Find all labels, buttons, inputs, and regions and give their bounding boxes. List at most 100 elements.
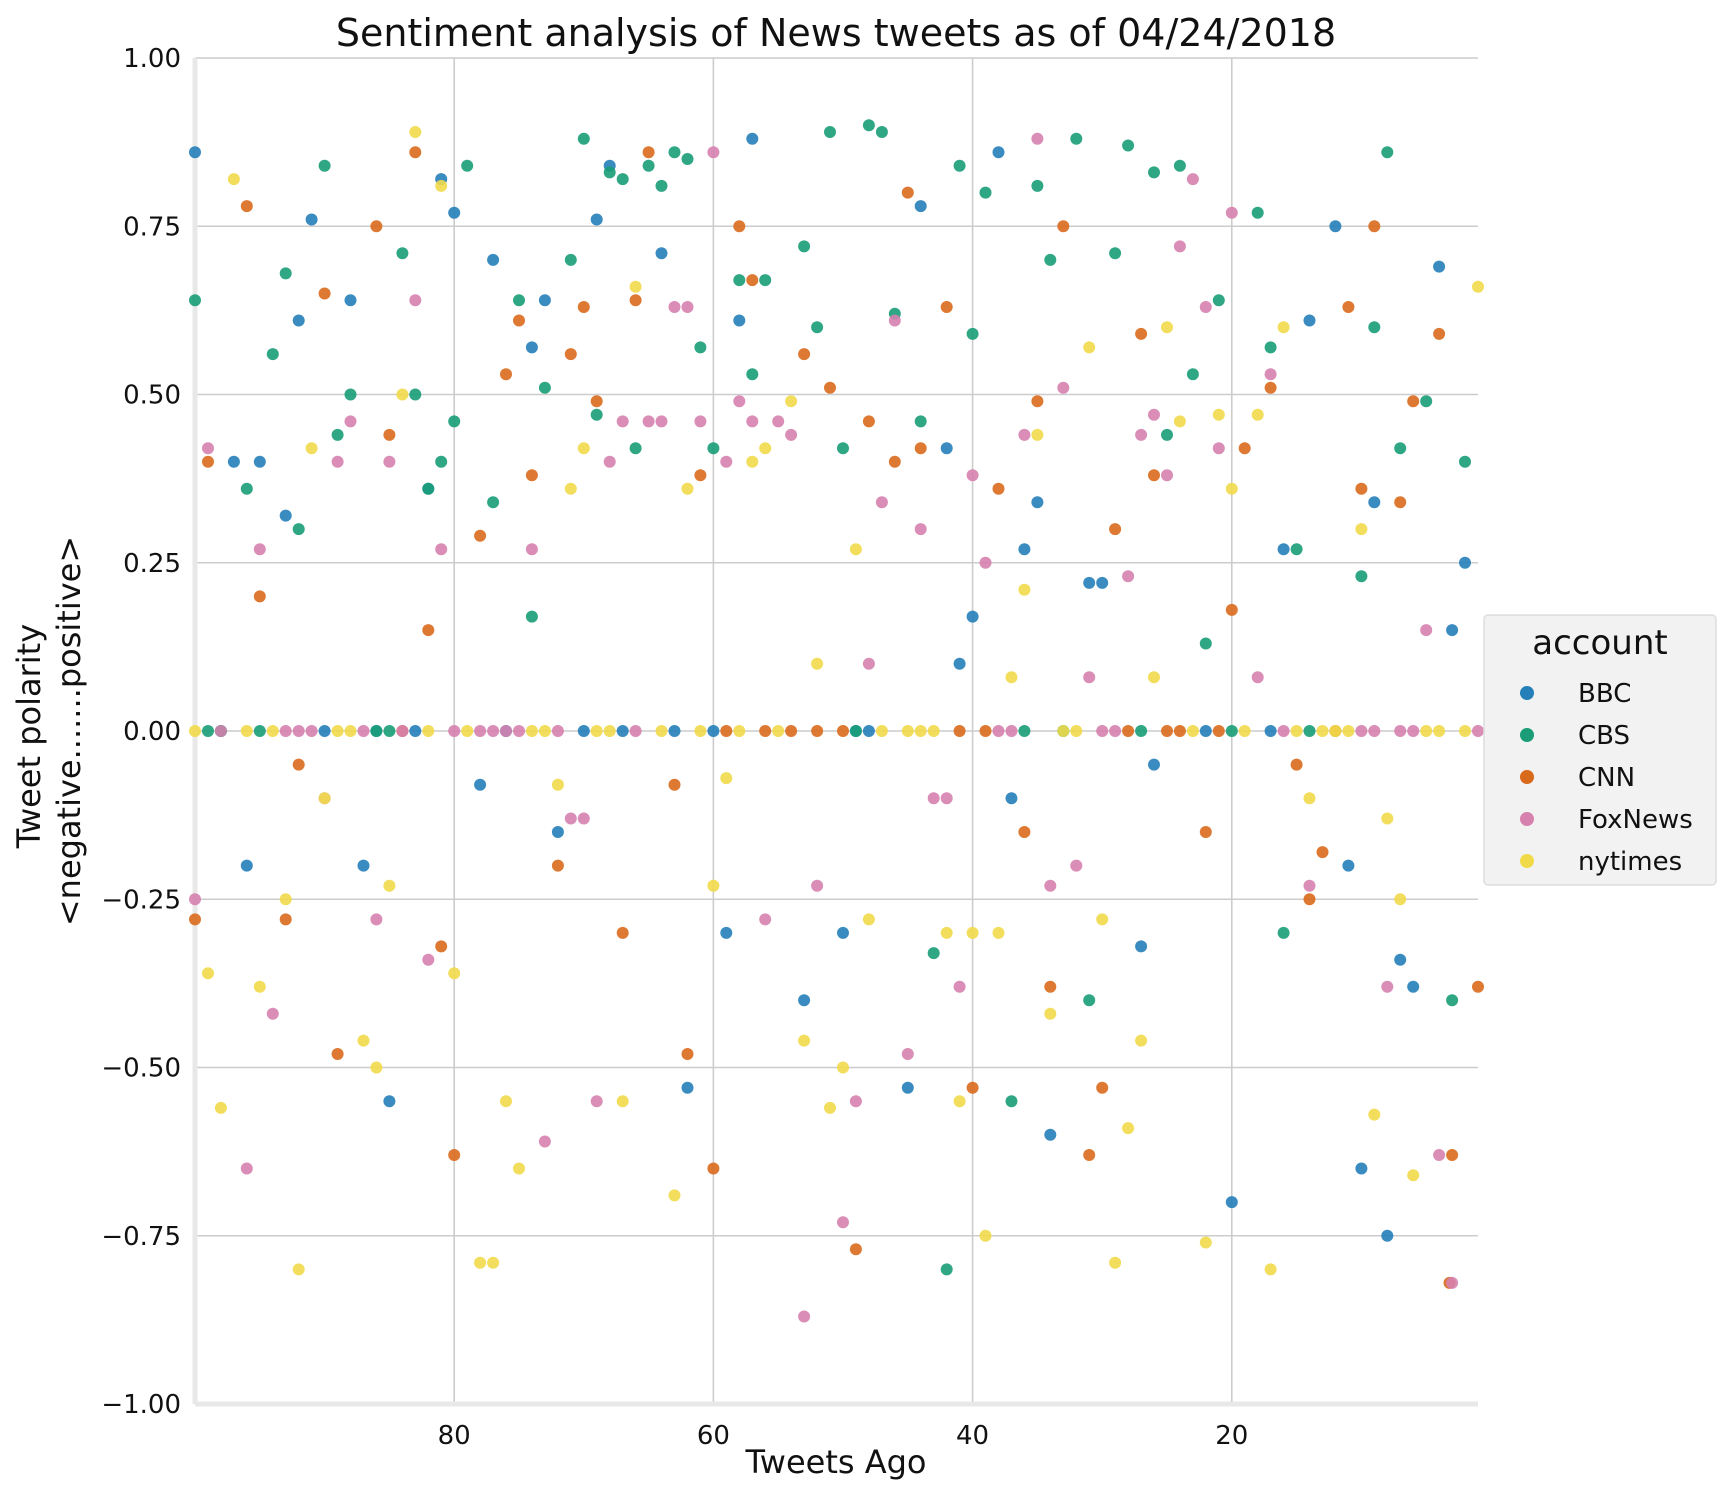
point-cnn	[202, 455, 214, 468]
point-cnn	[577, 301, 590, 313]
point-bbc	[409, 725, 422, 737]
point-cnn	[1018, 826, 1031, 838]
point-nytimes	[370, 1061, 383, 1074]
point-nytimes	[862, 913, 875, 926]
point-cnn	[409, 146, 422, 159]
point-nytimes	[513, 1162, 525, 1175]
point-cbs	[409, 388, 422, 401]
point-cbs	[448, 415, 461, 428]
point-nytimes	[1044, 1007, 1057, 1020]
point-cnn	[668, 778, 681, 791]
point-cbs	[849, 725, 862, 737]
series-nytimes	[189, 126, 1484, 1276]
point-cnn	[435, 940, 448, 953]
point-nytimes	[824, 1101, 836, 1114]
point-foxnews	[1251, 671, 1264, 684]
point-foxnews	[746, 415, 759, 428]
legend: account BBC CBS CNN FoxNews nytimes	[1483, 614, 1717, 886]
point-cnn	[1122, 725, 1135, 737]
point-foxnews	[694, 415, 707, 428]
legend-items: BBC CBS CNN FoxNews nytimes	[1520, 679, 1693, 877]
point-foxnews	[811, 879, 824, 892]
point-nytimes	[525, 725, 538, 737]
point-cbs	[966, 327, 979, 340]
point-cnn	[525, 469, 538, 482]
point-cbs	[202, 725, 214, 737]
point-bbc	[448, 206, 461, 219]
point-foxnews	[292, 725, 305, 737]
point-cnn	[1031, 395, 1044, 408]
point-cbs	[189, 294, 201, 307]
point-nytimes	[253, 980, 266, 993]
point-bbc	[966, 610, 979, 623]
point-cnn	[383, 428, 396, 441]
point-nytimes	[227, 173, 240, 186]
point-foxnews	[1122, 570, 1135, 583]
point-bbc	[1005, 792, 1018, 805]
point-foxnews	[1407, 725, 1420, 737]
point-nytimes	[461, 725, 474, 737]
point-cbs	[1290, 543, 1303, 556]
point-cbs	[383, 725, 396, 737]
point-foxnews	[1355, 725, 1368, 737]
point-cbs	[344, 388, 357, 401]
point-cnn	[616, 926, 629, 939]
point-foxnews	[1135, 428, 1148, 441]
point-bbc	[357, 859, 370, 872]
point-cnn	[422, 624, 435, 637]
point-foxnews	[448, 725, 461, 737]
point-foxnews	[862, 657, 875, 670]
point-cbs	[759, 274, 772, 287]
point-foxnews	[1225, 206, 1238, 219]
point-foxnews	[603, 455, 616, 468]
point-nytimes	[733, 725, 746, 737]
point-bbc	[720, 926, 733, 939]
point-nytimes	[590, 725, 603, 737]
legend-label-bbc: BBC	[1578, 679, 1631, 709]
point-bbc	[279, 509, 292, 522]
point-foxnews	[1083, 671, 1096, 684]
point-cnn	[849, 1243, 862, 1256]
point-foxnews	[396, 725, 409, 737]
point-cnn	[1342, 301, 1355, 313]
point-cnn	[1083, 1149, 1096, 1161]
point-bbc	[862, 725, 875, 737]
point-cbs	[1277, 926, 1290, 939]
point-cbs	[927, 947, 940, 960]
point-nytimes	[1070, 725, 1083, 737]
point-cbs	[435, 455, 448, 468]
point-cnn	[785, 725, 798, 737]
point-cnn	[370, 220, 383, 233]
point-cbs	[668, 146, 681, 159]
point-cbs	[746, 368, 759, 381]
point-foxnews	[1044, 879, 1057, 892]
point-nytimes	[577, 442, 590, 455]
point-cnn	[1472, 980, 1484, 993]
y-tick-label: −0.50	[101, 1054, 181, 1084]
point-nytimes	[1420, 725, 1433, 737]
point-nytimes	[564, 482, 577, 495]
point-cnn	[448, 1149, 461, 1161]
legend-label-cbs: CBS	[1578, 721, 1630, 751]
point-cbs	[331, 428, 344, 441]
point-bbc	[227, 455, 240, 468]
point-cbs	[824, 126, 836, 138]
point-nytimes	[1381, 812, 1394, 825]
point-cbs	[1122, 139, 1135, 152]
point-foxnews	[370, 913, 383, 926]
point-cbs	[370, 725, 383, 737]
point-bbc	[590, 213, 603, 226]
point-bbc	[1329, 220, 1342, 233]
point-cnn	[551, 859, 564, 872]
point-foxnews	[1199, 301, 1212, 313]
point-nytimes	[1316, 725, 1329, 737]
point-nytimes	[1225, 482, 1238, 495]
point-bbc	[1096, 576, 1109, 589]
point-bbc	[1044, 1128, 1057, 1141]
point-cnn	[1161, 725, 1173, 737]
point-cnn	[1290, 758, 1303, 771]
point-cnn	[500, 368, 512, 381]
point-bbc	[1277, 543, 1290, 556]
point-foxnews	[1109, 725, 1122, 737]
